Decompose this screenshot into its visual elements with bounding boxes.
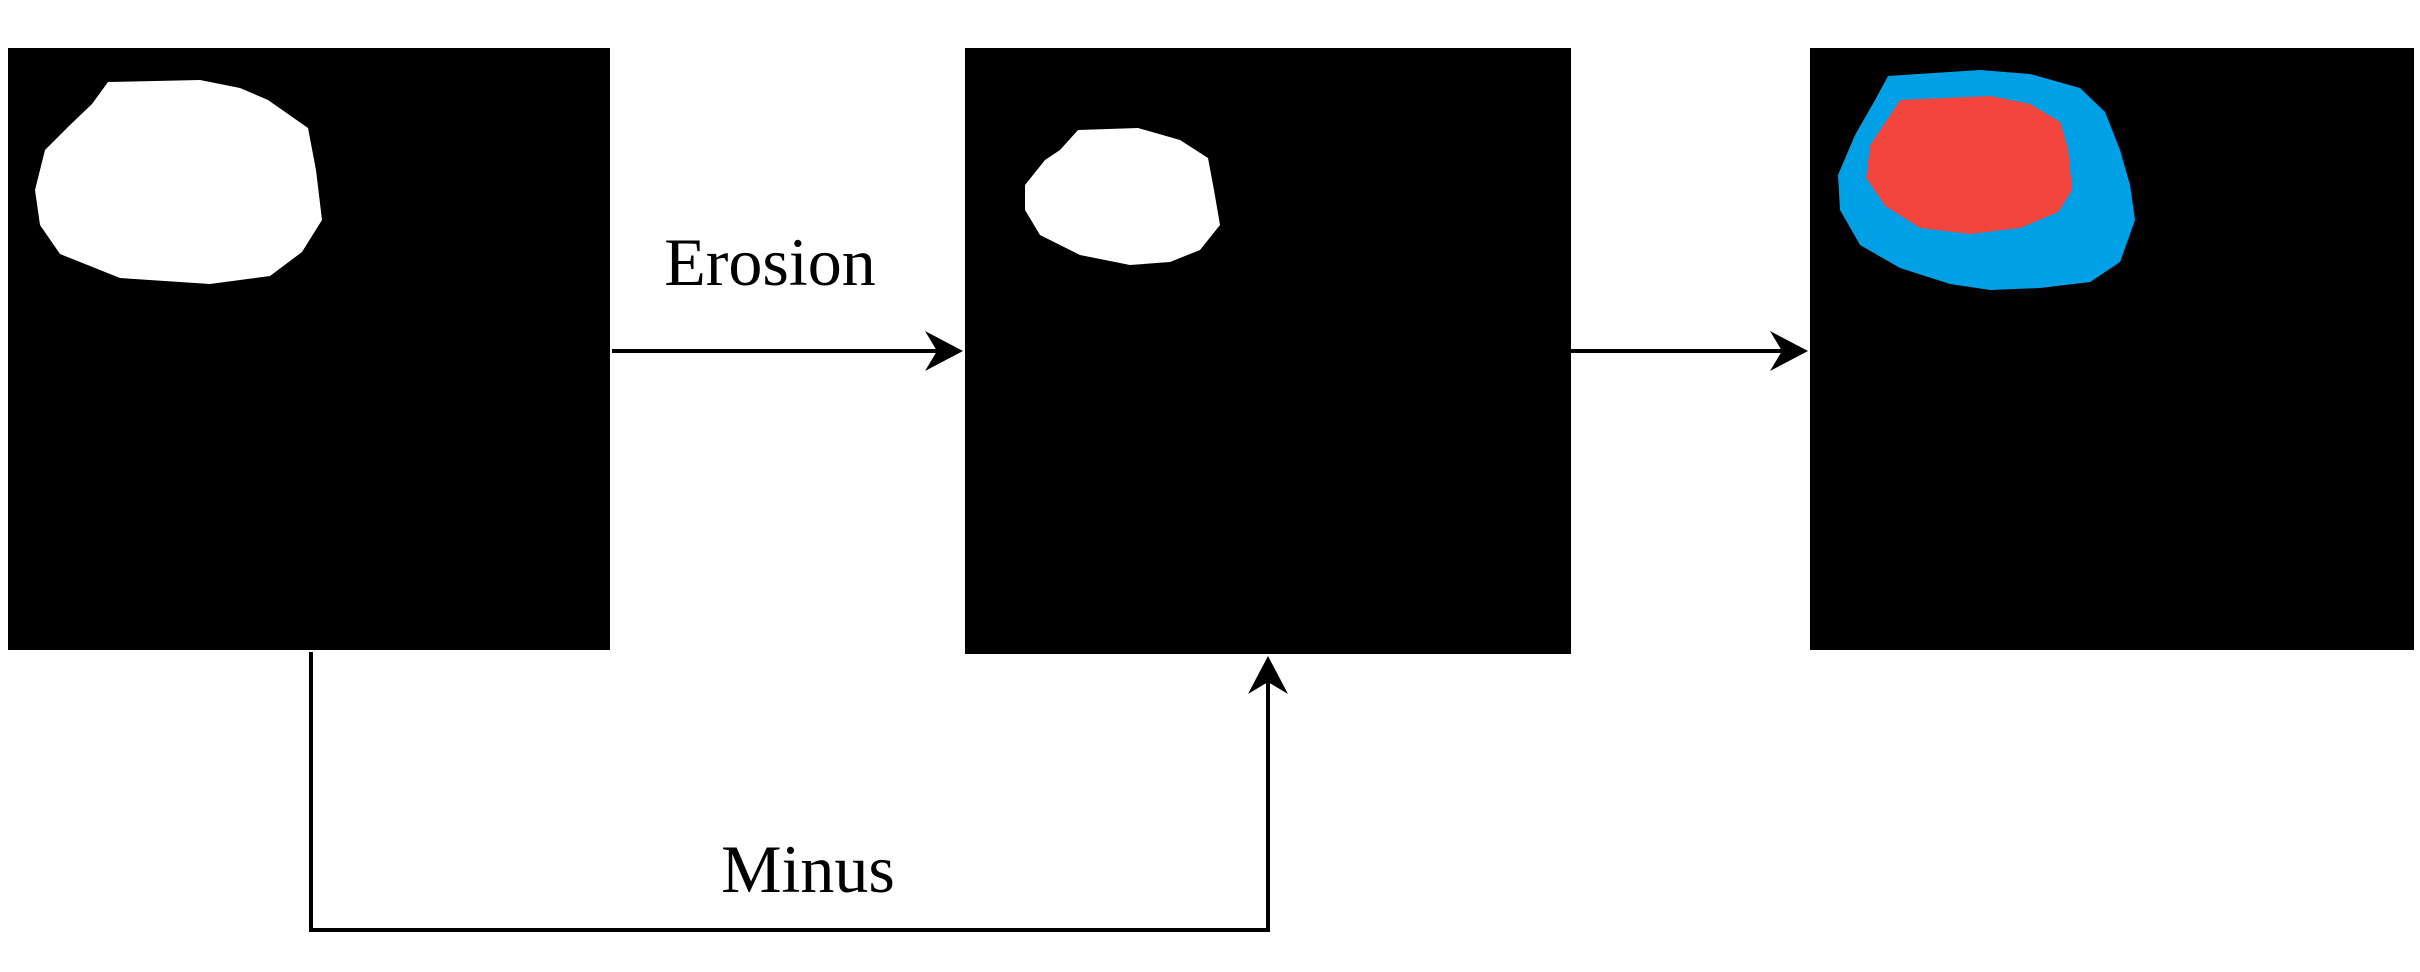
erosion-arrowhead	[925, 331, 963, 371]
output-arrow	[1571, 331, 1808, 371]
eroded-mask-panel	[965, 48, 1571, 654]
minus-label: Minus	[721, 831, 895, 907]
minus-arrowhead	[1248, 656, 1288, 694]
output-arrowhead	[1770, 331, 1808, 371]
eroded-mask-background	[965, 48, 1571, 654]
boundary-overlay-panel	[1810, 48, 2414, 650]
original-mask-shape	[35, 80, 322, 284]
minus-connector-line	[309, 652, 1270, 932]
erosion-label: Erosion	[664, 224, 876, 300]
interior-region-shape	[1866, 96, 2072, 234]
eroded-mask-shape	[1025, 128, 1220, 265]
original-mask-panel	[8, 48, 610, 650]
erosion-arrow	[612, 331, 963, 371]
minus-connector	[309, 652, 1288, 932]
